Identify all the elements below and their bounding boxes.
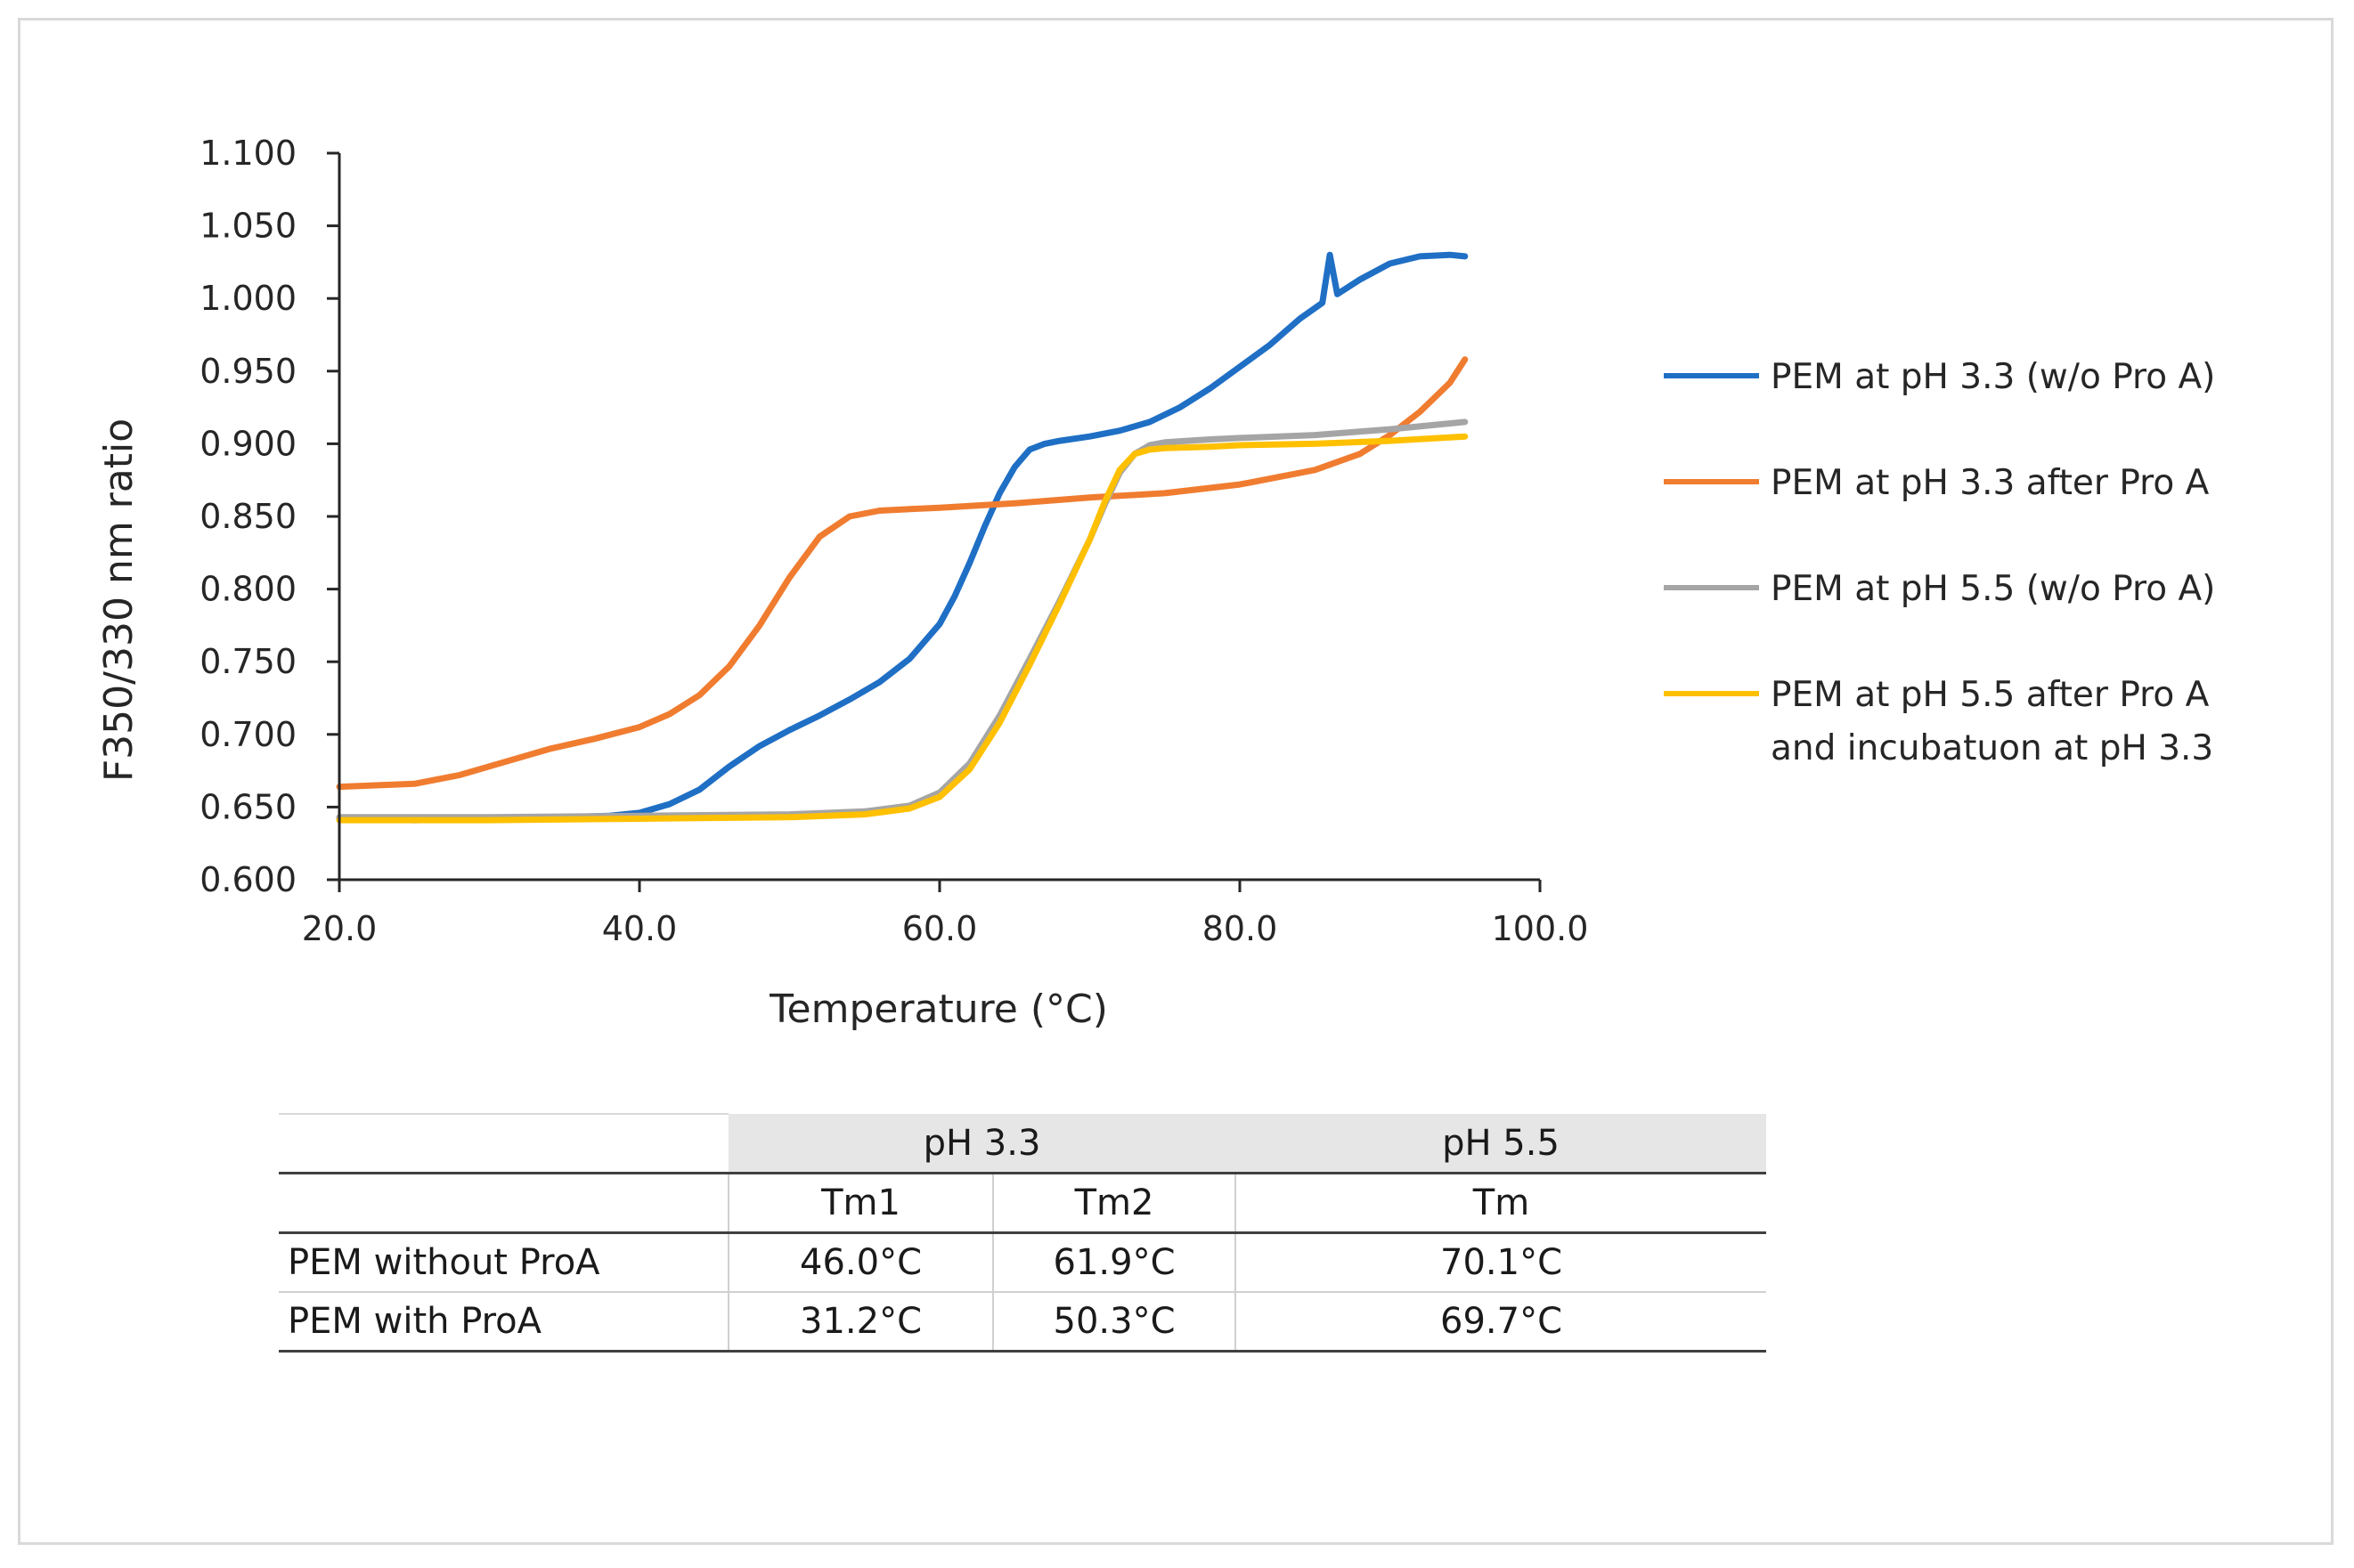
y-tick-label: 0.700	[200, 715, 297, 754]
y-tick-label: 1.050	[200, 207, 297, 246]
legend: PEM at pH 3.3 (w/o Pro A) PEM at pH 3.3 …	[1664, 357, 2215, 768]
y-tick-label: 0.850	[200, 497, 297, 536]
y-tick-label: 1.000	[200, 279, 297, 318]
table-cell: 70.1°C	[1235, 1232, 1766, 1293]
y-tick-label: 0.950	[200, 352, 297, 391]
figure-frame	[18, 18, 2334, 1545]
table-corner-cell	[279, 1113, 729, 1174]
table-cell: 46.0°C	[729, 1232, 994, 1293]
table-group-header: pH 5.5	[1235, 1114, 1766, 1174]
y-tick-label: 0.600	[200, 860, 297, 899]
y-tick-label: 0.750	[200, 642, 297, 681]
legend-label-3: PEM at pH 5.5 (w/o Pro A)	[1771, 569, 2215, 609]
legend-label-4-line2: and incubatuon at pH 3.3	[1771, 728, 2213, 768]
y-tick-label: 1.100	[200, 134, 297, 173]
series-line-4	[336, 433, 1469, 824]
table-row: PEM without ProA 46.0°C 61.9°C 70.1°C	[279, 1232, 1766, 1293]
legend-label-1: PEM at pH 3.3 (w/o Pro A)	[1771, 357, 2215, 397]
table-sub-header: Tm2	[993, 1173, 1236, 1234]
y-tick-label: 0.650	[200, 787, 297, 826]
legend-label-2: PEM at pH 3.3 after Pro A	[1771, 463, 2210, 503]
table-row-label: PEM with ProA	[279, 1292, 729, 1353]
table-row-label: PEM without ProA	[279, 1232, 729, 1293]
x-tick-label: 60.0	[902, 909, 978, 948]
tm-table: pH 3.3 pH 5.5 Tm1 Tm2 Tm PEM without Pro…	[279, 1113, 1766, 1353]
x-axis-title: Temperature (°C)	[769, 987, 1108, 1032]
series-line-2	[336, 356, 1469, 791]
x-tick-label: 80.0	[1202, 909, 1278, 948]
axes-layer: 0.600 0.650 0.700 0.750 0.800 0.850 0.900 0.950…	[200, 134, 1588, 948]
table-cell: 50.3°C	[993, 1292, 1236, 1353]
series-line-1	[336, 251, 1469, 824]
table-sub-header: Tm1	[729, 1173, 994, 1234]
table-sub-header: Tm	[1235, 1173, 1766, 1234]
x-tick-label: 100.0	[1492, 909, 1589, 948]
table-corner-cell	[279, 1173, 729, 1234]
table-cell: 69.7°C	[1235, 1292, 1766, 1353]
y-axis-title: F350/330 nm ratio	[96, 418, 142, 782]
table-cell: 61.9°C	[993, 1232, 1236, 1293]
table-cell: 31.2°C	[729, 1292, 994, 1353]
series-layer	[336, 251, 1469, 824]
y-tick-label: 0.900	[200, 424, 297, 463]
legend-label-4-line1: PEM at pH 5.5 after Pro A	[1771, 675, 2210, 715]
x-tick-label: 20.0	[302, 909, 378, 948]
table-group-header-row: pH 3.3 pH 5.5	[279, 1113, 1766, 1174]
line-chart: 0.600 0.650 0.700 0.750 0.800 0.850 0.900 0.950…	[96, 134, 2215, 1032]
table-sub-header-row: Tm1 Tm2 Tm	[279, 1173, 1766, 1234]
table-group-header: pH 3.3	[729, 1114, 1235, 1174]
y-tick-label: 0.800	[200, 570, 297, 609]
table-row: PEM with ProA 31.2°C 50.3°C 69.7°C	[279, 1292, 1766, 1353]
x-tick-label: 40.0	[602, 909, 678, 948]
